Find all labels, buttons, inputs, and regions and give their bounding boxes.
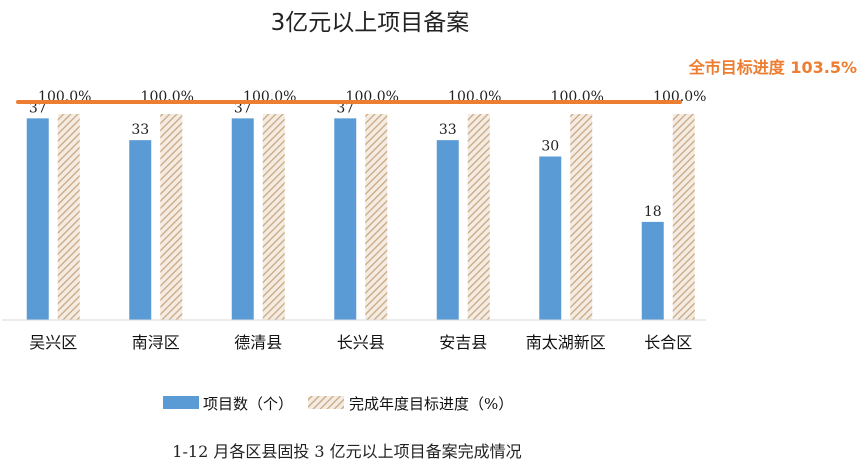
- value-label-project-count: 30: [541, 139, 559, 155]
- bars-layer: 37100.0%33100.0%37100.0%37100.0%33100.0%…: [26, 89, 706, 320]
- figure-caption: 1-12 月各区县固投 3 亿元以上项目备案完成情况: [172, 442, 521, 461]
- bar-progress-percent: [365, 114, 388, 320]
- bar-project-count: [436, 140, 459, 320]
- bar-progress-percent: [672, 114, 695, 320]
- chart-title: 3亿元以上项目备案: [271, 10, 470, 36]
- bar-progress-percent: [160, 114, 183, 320]
- category-label: 长兴县: [337, 333, 385, 352]
- bar-project-count: [26, 118, 49, 320]
- category-label: 长合区: [644, 333, 692, 352]
- category-label: 德清县: [234, 333, 282, 352]
- legend: 项目数（个） 完成年度目标进度（%）: [163, 395, 513, 413]
- category-label: 安吉县: [439, 333, 487, 352]
- bar-progress-percent: [57, 114, 80, 320]
- legend-label-project-count: 项目数（个）: [203, 395, 293, 413]
- bar-project-count: [539, 156, 562, 320]
- value-label-project-count: 37: [234, 100, 252, 116]
- category-label: 南浔区: [132, 333, 180, 352]
- bar-progress-percent: [467, 114, 490, 320]
- value-label-project-count: 33: [439, 122, 457, 138]
- value-label-project-count: 37: [29, 100, 47, 116]
- bar-project-count: [231, 118, 254, 320]
- bar-progress-percent: [570, 114, 593, 320]
- bar-project-count: [641, 221, 664, 320]
- bar-progress-percent: [262, 114, 285, 320]
- category-label: 南太湖新区: [526, 333, 606, 352]
- legend-swatch-project-count: [163, 396, 199, 409]
- value-label-project-count: 18: [644, 204, 662, 220]
- legend-swatch-progress: [308, 396, 344, 409]
- value-label-project-count: 33: [131, 122, 149, 138]
- bar-project-count: [129, 140, 152, 320]
- bar-project-count: [334, 118, 357, 320]
- category-labels: 吴兴区 南浔区 德清县 长兴县 安吉县 南太湖新区 长合区: [29, 333, 692, 352]
- category-label: 吴兴区: [29, 333, 77, 352]
- legend-label-progress: 完成年度目标进度（%）: [349, 395, 513, 413]
- target-reference-label: 全市目标进度 103.5%: [688, 58, 857, 77]
- value-label-project-count: 37: [336, 100, 354, 116]
